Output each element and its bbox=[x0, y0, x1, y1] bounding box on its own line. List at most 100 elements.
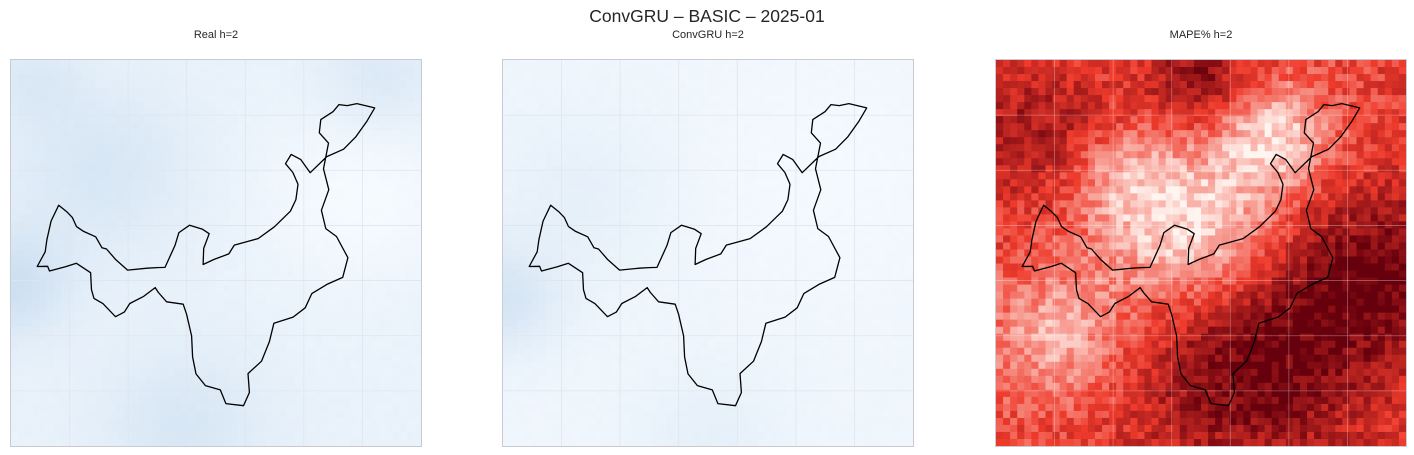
heatmap-cell bbox=[39, 256, 47, 265]
heatmap-cell bbox=[877, 207, 886, 215]
heatmap-cell bbox=[152, 151, 161, 159]
heatmap-cell bbox=[399, 102, 408, 110]
heatmap-cell bbox=[223, 88, 231, 96]
panel-title-real: Real h=2 bbox=[193, 29, 239, 41]
heatmap-cell bbox=[272, 186, 281, 194]
heatmap-cell bbox=[159, 424, 168, 433]
heatmap-cell bbox=[884, 81, 893, 89]
heatmap-cell bbox=[159, 298, 168, 307]
heatmap-cell bbox=[399, 228, 408, 237]
heatmap-cell bbox=[385, 228, 394, 237]
heatmap-cell bbox=[307, 431, 316, 440]
heatmap-cell bbox=[580, 235, 589, 244]
heatmap-cell bbox=[764, 249, 773, 258]
heatmap-cell bbox=[131, 382, 139, 391]
heatmap-cell bbox=[166, 305, 175, 314]
heatmap-cell bbox=[109, 284, 118, 293]
heatmap-real bbox=[11, 60, 421, 446]
heatmap-cell bbox=[46, 389, 55, 398]
heatmap-cell bbox=[138, 60, 146, 68]
heatmap-cell bbox=[700, 144, 709, 152]
heatmap-cell bbox=[406, 172, 415, 180]
heatmap-cell bbox=[609, 207, 617, 215]
heatmap-cell bbox=[314, 249, 323, 258]
heatmap-cell bbox=[286, 249, 295, 258]
heatmap-cell bbox=[385, 102, 394, 110]
heatmap-cell bbox=[32, 214, 40, 223]
heatmap-cell bbox=[708, 193, 716, 201]
heatmap-cell bbox=[350, 284, 358, 293]
heatmap-cell bbox=[729, 74, 737, 82]
heatmap-cell bbox=[25, 305, 33, 314]
heatmap-cell bbox=[194, 284, 203, 293]
heatmap-cell bbox=[406, 186, 415, 194]
heatmap-cell bbox=[884, 186, 893, 194]
heatmap-cell bbox=[251, 284, 260, 293]
heatmap-cell bbox=[131, 291, 139, 300]
heatmap-cell bbox=[679, 74, 688, 82]
heatmap-cell bbox=[623, 130, 631, 138]
heatmap-cell bbox=[835, 193, 843, 201]
heatmap-cell bbox=[102, 431, 111, 440]
heatmap-cell bbox=[159, 88, 168, 96]
heatmap-cell bbox=[877, 102, 886, 110]
heatmap-cell bbox=[835, 179, 843, 187]
heatmap-cell bbox=[503, 158, 511, 166]
heatmap-cell bbox=[336, 130, 344, 138]
heatmap-cell bbox=[279, 186, 288, 194]
heatmap-cell bbox=[300, 214, 309, 223]
heatmap-cell bbox=[828, 242, 836, 251]
heatmap-cell bbox=[60, 88, 69, 96]
heatmap-cell bbox=[173, 291, 182, 300]
heatmap-cell bbox=[145, 389, 153, 398]
heatmap-cell bbox=[413, 298, 421, 307]
heatmap-cell bbox=[842, 151, 850, 159]
heatmap-cell bbox=[750, 67, 759, 75]
heatmap-cell bbox=[293, 368, 302, 377]
heatmap-cell bbox=[300, 179, 309, 187]
heatmap-cell bbox=[102, 186, 111, 194]
heatmap-cell bbox=[145, 333, 153, 342]
heatmap-cell bbox=[32, 361, 40, 370]
heatmap-cell bbox=[230, 60, 238, 68]
heatmap-cell bbox=[877, 130, 886, 138]
heatmap-cell bbox=[159, 137, 168, 145]
heatmap-cell bbox=[357, 375, 366, 384]
heatmap-cell bbox=[814, 123, 822, 131]
heatmap-cell bbox=[74, 165, 83, 173]
heatmap-cell bbox=[237, 116, 245, 124]
heatmap-cell bbox=[722, 249, 730, 258]
heatmap-cell bbox=[538, 228, 547, 237]
heatmap-cell bbox=[237, 396, 245, 405]
heatmap-cell bbox=[700, 109, 709, 117]
heatmap-cell bbox=[286, 431, 295, 440]
heatmap-cell bbox=[630, 193, 638, 201]
heatmap-cell bbox=[46, 333, 55, 342]
heatmap-cell bbox=[693, 172, 702, 180]
heatmap-cell bbox=[293, 242, 302, 251]
heatmap-cell bbox=[799, 74, 808, 82]
heatmap-cell bbox=[350, 410, 358, 419]
heatmap-cell bbox=[792, 256, 801, 265]
heatmap-cell bbox=[856, 74, 865, 82]
heatmap-cell bbox=[587, 179, 596, 187]
heatmap-cell bbox=[503, 207, 511, 215]
heatmap-cell bbox=[145, 354, 153, 363]
heatmap-cell bbox=[503, 263, 511, 272]
heatmap-cell bbox=[849, 186, 858, 194]
heatmap-cell bbox=[117, 130, 125, 138]
heatmap-cell bbox=[601, 172, 610, 180]
heatmap-cell bbox=[244, 186, 252, 194]
heatmap-cell bbox=[95, 102, 104, 110]
heatmap-cell bbox=[792, 186, 801, 194]
heatmap-cell bbox=[835, 158, 843, 166]
heatmap-cell bbox=[573, 95, 582, 103]
heatmap-cell bbox=[95, 438, 104, 446]
heatmap-cell bbox=[651, 179, 660, 187]
heatmap-cell bbox=[138, 389, 146, 398]
heatmap-cell bbox=[208, 165, 217, 173]
heatmap-cell bbox=[378, 319, 387, 328]
heatmap-cell bbox=[623, 165, 631, 173]
heatmap-cell bbox=[258, 403, 267, 412]
heatmap-cell bbox=[258, 179, 267, 187]
